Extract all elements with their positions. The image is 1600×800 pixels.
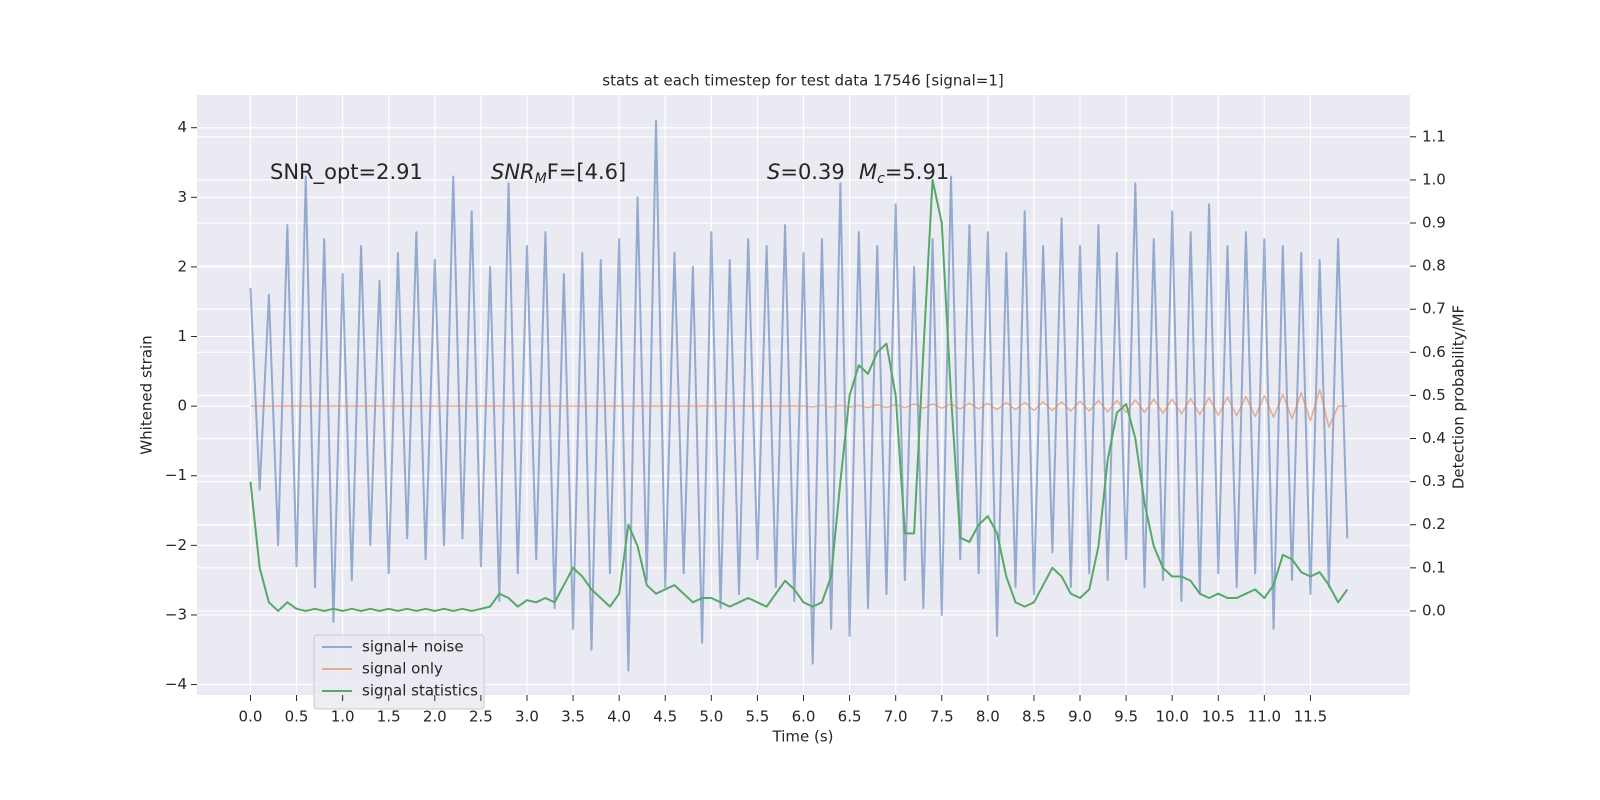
y2-tick-label: 0.4	[1422, 429, 1446, 447]
series-line	[249, 178, 1349, 612]
x-axis-label: Time (s)	[772, 728, 834, 746]
legend-label: signal+ noise	[362, 638, 464, 656]
x-tick-label: 7.0	[884, 708, 908, 726]
annotation-text: F=[4.6]	[547, 160, 626, 184]
x-tick-label: 3.5	[561, 708, 585, 726]
annotation-symbol: SNR	[491, 160, 535, 184]
x-tick-label: 1.5	[377, 708, 401, 726]
x-tick-label: 2.0	[423, 708, 447, 726]
legend-label: signal only	[362, 660, 443, 678]
x-tick-label: 10.0	[1155, 708, 1188, 726]
x-tick-label: 1.0	[331, 708, 355, 726]
x-tick-label: 5.0	[699, 708, 723, 726]
y-tick-label: 0	[177, 397, 187, 415]
x-tick-label: 6.0	[792, 708, 816, 726]
legend-label: signal statistics	[362, 682, 478, 700]
annotation-text: =5.91	[885, 160, 949, 184]
y-tick-label: 1	[177, 327, 187, 345]
y2-tick-label: 1.1	[1422, 127, 1446, 145]
y2-tick-label: 0.3	[1422, 472, 1446, 490]
y2-tick-label: 0.6	[1422, 343, 1446, 361]
annotation: Mc=5.91	[859, 160, 949, 187]
y2-tick-label: 0.9	[1422, 214, 1446, 232]
x-tick-label: 8.0	[976, 708, 1000, 726]
annotation-subscript: M	[535, 171, 547, 187]
y-tick-label: 4	[177, 118, 187, 136]
chart-title: stats at each timestep for test data 175…	[602, 72, 1003, 90]
y2-axis-label: Detection probability/MF	[1450, 305, 1468, 489]
y-axis-label: Whitened strain	[138, 335, 156, 454]
annotation: SNRMF=[4.6]	[491, 160, 626, 187]
y-tick-label: 3	[177, 188, 187, 206]
x-tick-label: 11.5	[1294, 708, 1327, 726]
annotation-subscript: c	[877, 171, 885, 187]
x-tick-label: 8.5	[1022, 708, 1046, 726]
y-tick-label: −2	[165, 536, 187, 554]
legend-box	[313, 634, 485, 710]
x-tick-label: 4.0	[607, 708, 631, 726]
y-tick-label: −3	[165, 605, 187, 623]
y2-tick-label: 0.5	[1422, 386, 1446, 404]
annotation-symbol: M	[859, 160, 877, 184]
x-tick-label: 10.5	[1202, 708, 1235, 726]
annotations: SNR_opt=2.91 SNRMF=[4.6] S=0.39 Mc=5.91	[270, 160, 949, 187]
x-tick-label: 9.5	[1114, 708, 1138, 726]
y2-tick-label: 0.8	[1422, 257, 1446, 275]
annotation: S=0.39	[767, 160, 845, 184]
x-tick-label: 7.5	[930, 708, 954, 726]
y2-tick-label: 0.2	[1422, 515, 1446, 533]
annotation-symbol: S	[767, 160, 780, 184]
legend: signal+ noise signal only signal statistic…	[313, 634, 485, 710]
x-tick-label: 9.0	[1068, 708, 1092, 726]
y-tick-label: 2	[177, 257, 187, 275]
x-tick-label: 0.5	[285, 708, 309, 726]
x-tick-label: 11.0	[1248, 708, 1281, 726]
y-tick-label: −4	[165, 675, 187, 693]
x-tick-label: 6.5	[838, 708, 862, 726]
x-tick-label: 3.0	[515, 708, 539, 726]
y-tick-label: −1	[165, 466, 187, 484]
y2-tick-label: 0.7	[1422, 300, 1446, 318]
series-line	[249, 119, 1349, 672]
annotation-text: =0.39	[780, 160, 844, 184]
series-line	[250, 388, 1348, 428]
y2-tick-label: 0.0	[1422, 601, 1446, 619]
x-tick-label: 4.5	[653, 708, 677, 726]
y2-tick-label: 0.1	[1422, 558, 1446, 576]
x-tick-label: 5.5	[745, 708, 769, 726]
y2-tick-label: 1.0	[1422, 170, 1446, 188]
x-tick-label: 0.0	[239, 708, 263, 726]
x-tick-label: 2.5	[469, 708, 493, 726]
annotation-text: SNR_opt=2.91	[270, 160, 423, 185]
marks	[249, 119, 1349, 672]
annotation: SNR_opt=2.91	[270, 160, 423, 185]
